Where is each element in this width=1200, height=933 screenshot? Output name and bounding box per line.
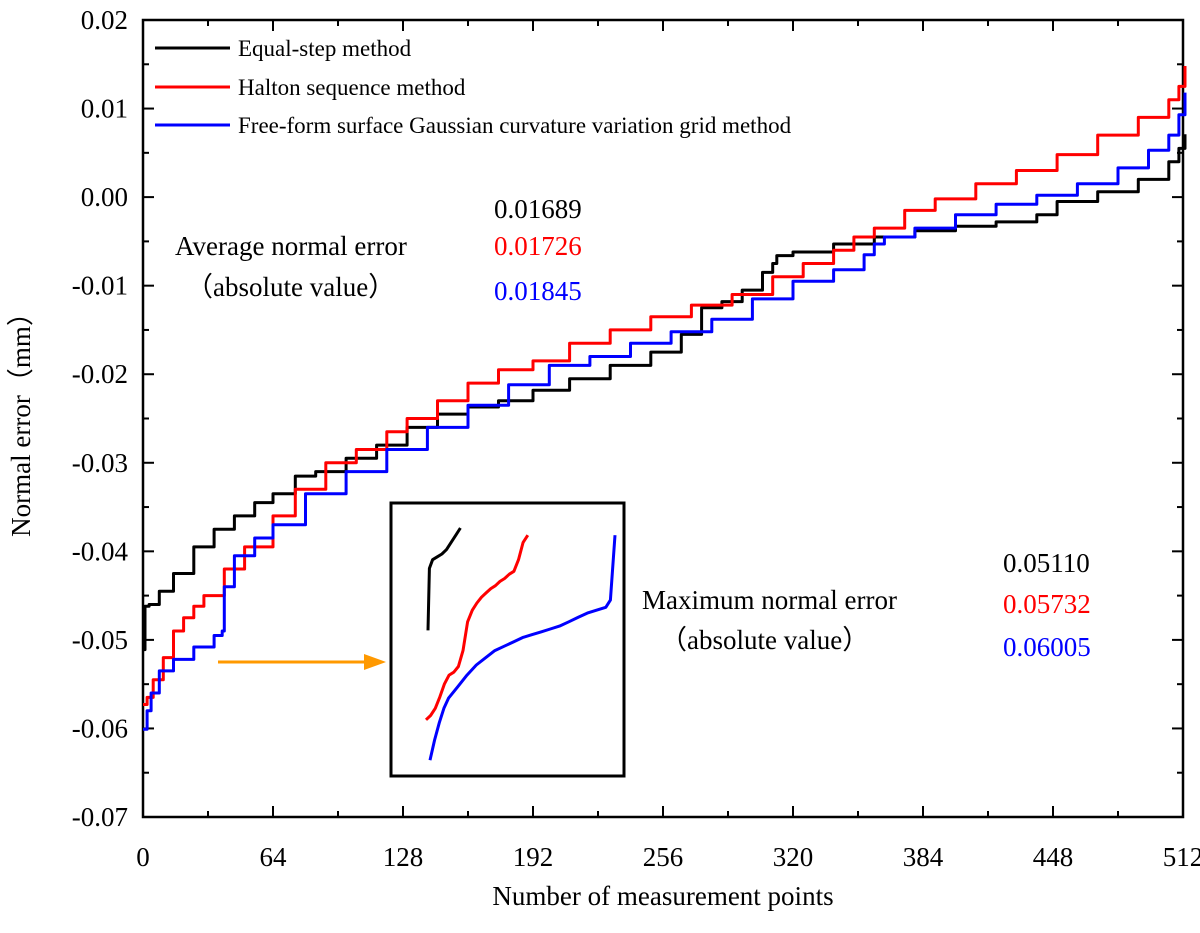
legend-label-gaussian: Free-form surface Gaussian curvature var… [238,113,792,138]
legend-label-equal-step: Equal-step method [238,36,412,61]
y-tick-label: -0.03 [72,448,128,478]
y-tick-label: 0.00 [81,182,128,212]
x-tick-label: 256 [643,842,684,872]
y-tick-label: -0.01 [72,271,128,301]
inset-line-equal-step [426,527,462,631]
inset-line-gaussian [428,535,617,761]
maximum-label-line1: Maximum normal error [642,585,897,615]
inset-layer [424,527,617,761]
maximum-value-halton: 0.05732 [1003,589,1091,619]
average-value-halton: 0.01726 [494,231,582,261]
x-tick-label: 384 [903,842,944,872]
series-line-equal-step [143,134,1187,652]
y-axis-label: Normal error（mm） [6,299,36,537]
series-line-halton [143,66,1187,706]
series-layer [143,66,1187,731]
legend: Equal-step method Halton sequence method… [155,36,792,138]
average-value-gaussian: 0.01845 [494,276,582,306]
maximum-value-gaussian: 0.06005 [1003,632,1091,662]
y-tick-label: 0.01 [81,94,128,124]
maximum-error-annotation: 0.05110 Maximum normal error 0.05732 （ab… [642,548,1091,662]
average-label-line1: Average normal error [175,231,407,261]
maximum-label-line2: （absolute value） [660,625,869,655]
series-line-gaussian [143,92,1187,731]
y-tick-label: -0.05 [72,625,128,655]
inset-frame [389,501,626,778]
y-tick-label: -0.04 [72,536,129,566]
x-axis: 0 64 128 192 256 320 384 448 512 [136,20,1200,872]
legend-label-halton: Halton sequence method [238,75,466,100]
inset-arrow [218,654,386,670]
average-label-line2: （absolute value） [186,272,395,302]
x-tick-label: 0 [136,842,150,872]
y-tick-label: -0.06 [72,713,128,743]
x-tick-label: 448 [1033,842,1074,872]
inset-line-halton [424,534,530,721]
y-tick-label: -0.02 [72,359,128,389]
x-tick-label: 320 [773,842,814,872]
y-tick-label: 0.02 [81,5,128,35]
average-value-equal-step: 0.01689 [494,194,582,224]
inset-arrow-head [364,654,386,670]
x-axis-label: Number of measurement points [492,881,833,911]
x-tick-label: 512 [1163,842,1200,872]
average-error-annotation: 0.01689 Average normal error 0.01726 （ab… [175,194,582,306]
x-tick-label: 64 [260,842,288,872]
plot-frame [141,18,1185,819]
y-axis: -0.07 -0.06 -0.05 -0.04 -0.03 -0.02 -0.01 0.00 0… [72,5,1183,832]
x-tick-label: 128 [383,842,424,872]
maximum-value-equal-step: 0.05110 [1003,548,1090,578]
x-tick-label: 192 [513,842,554,872]
y-tick-label: -0.07 [72,802,128,832]
